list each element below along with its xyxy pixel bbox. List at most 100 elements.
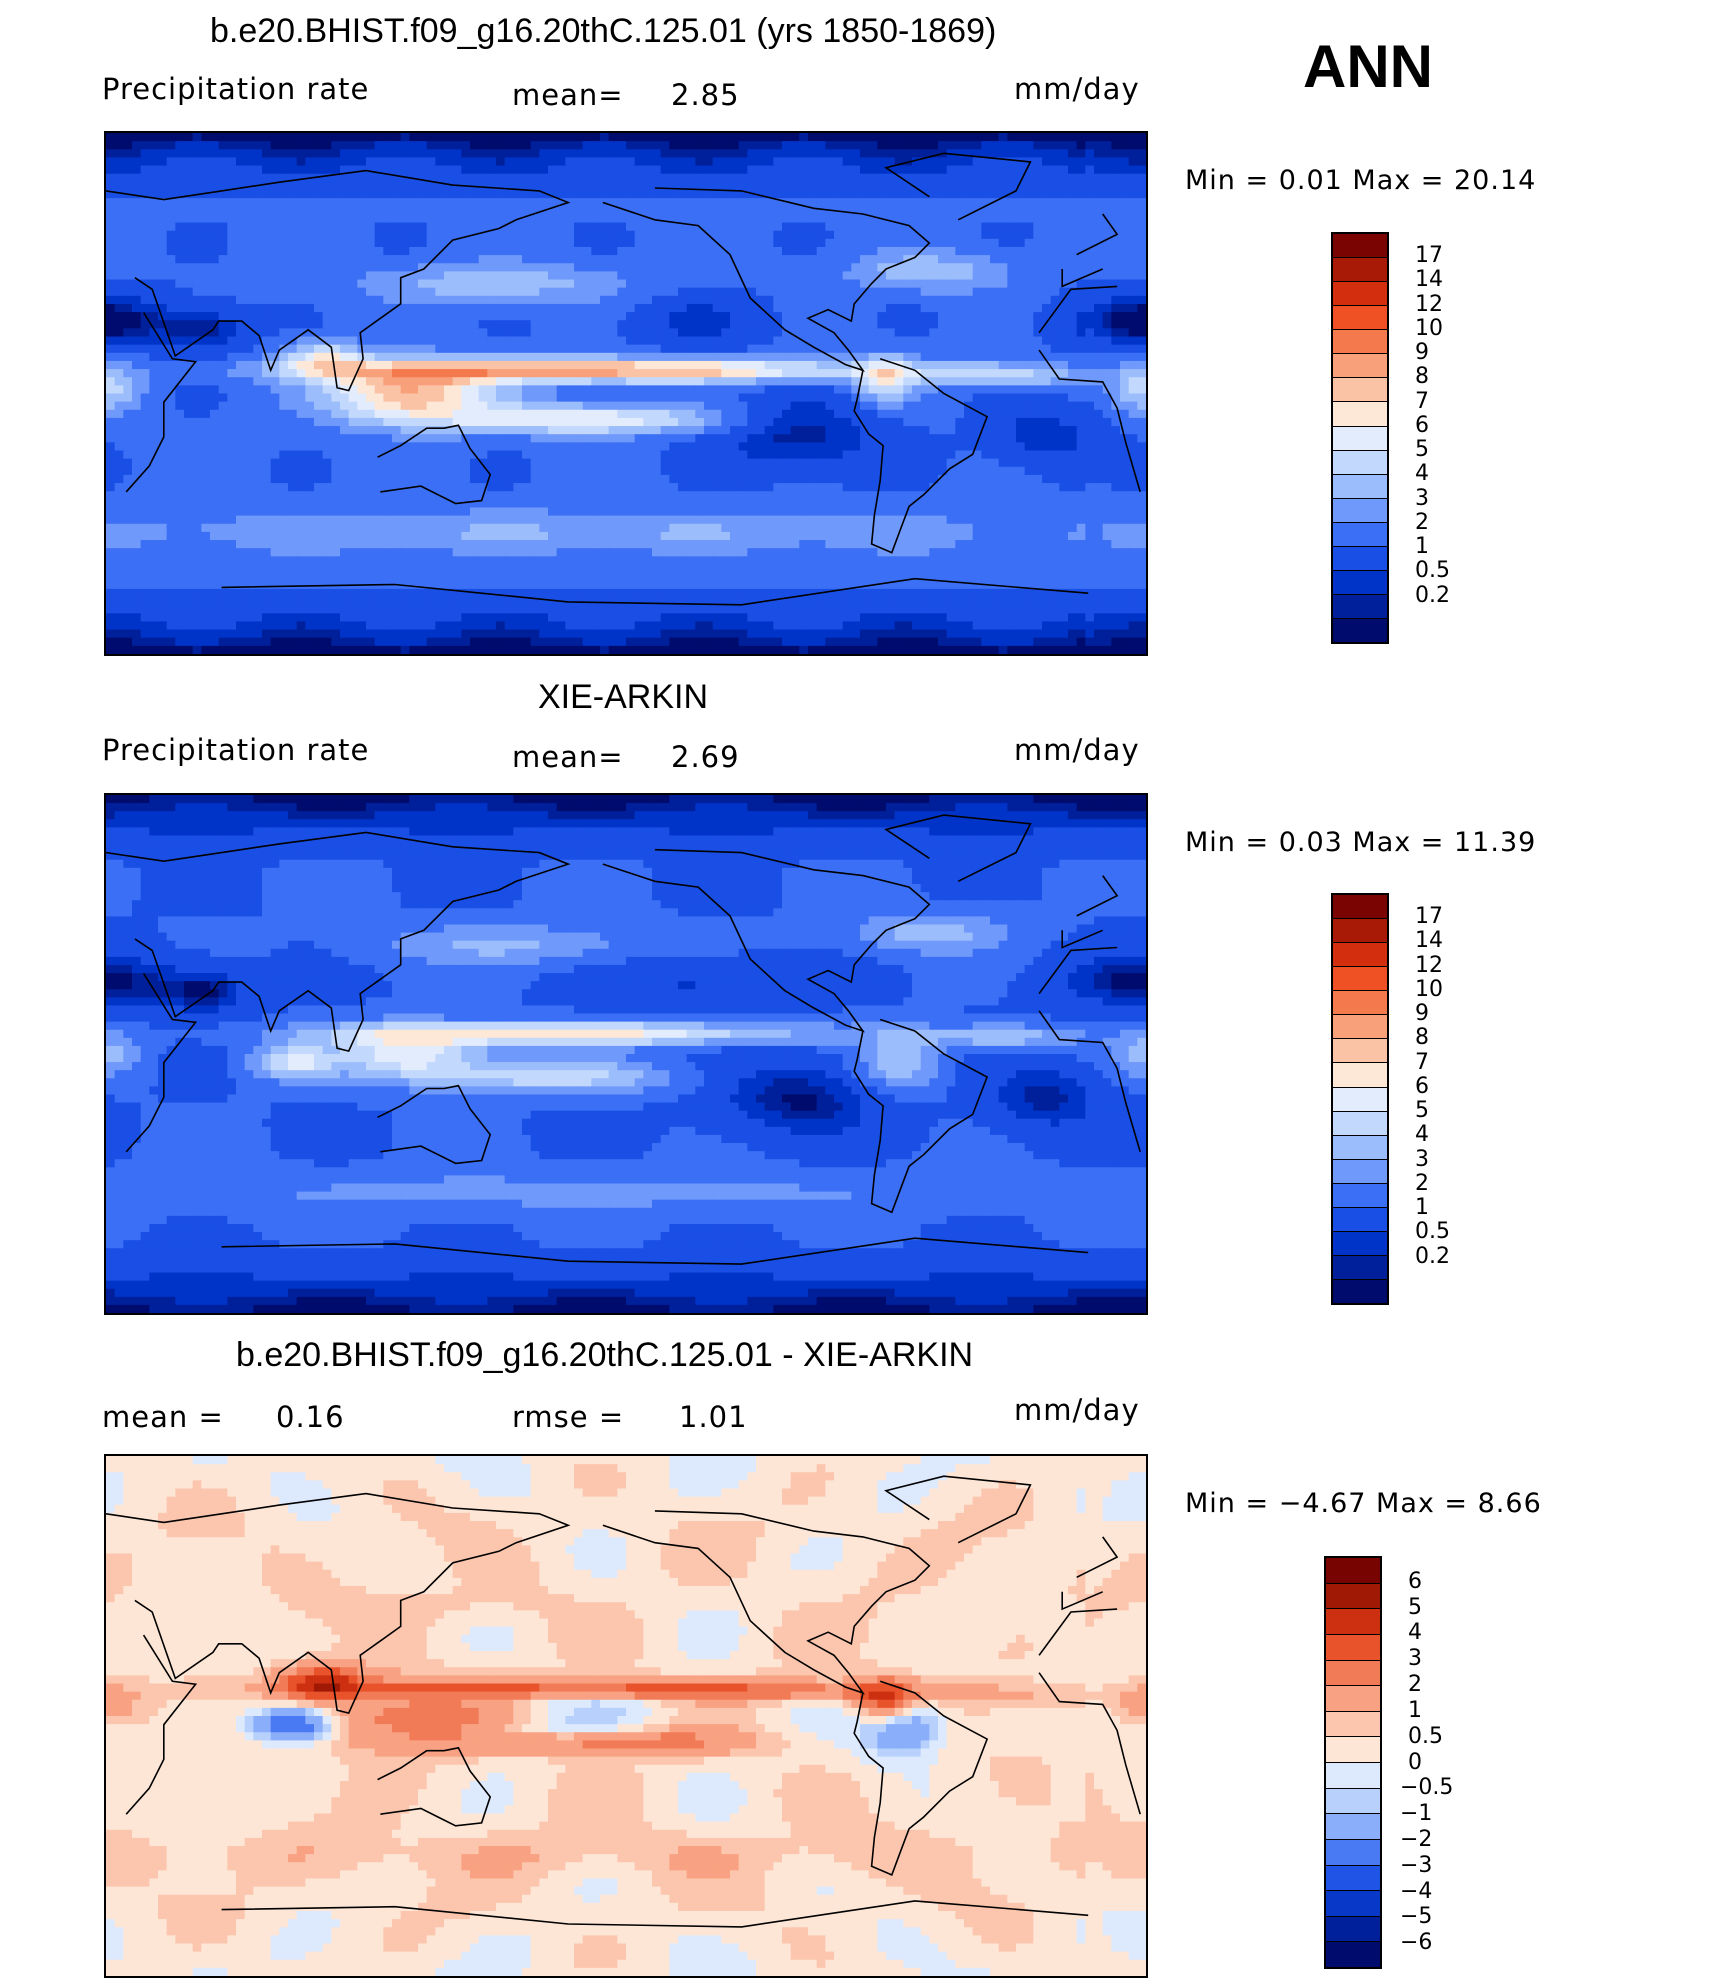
- field-cell: [496, 165, 506, 175]
- field-cell: [756, 442, 766, 452]
- field-cell: [1094, 230, 1104, 240]
- field-cell: [1007, 458, 1017, 468]
- field-cell: [660, 295, 670, 305]
- field-cell: [756, 434, 766, 443]
- field-cell: [738, 271, 748, 281]
- field-cell: [149, 165, 159, 175]
- field-cell: [608, 246, 618, 256]
- field-cell: [1094, 312, 1104, 321]
- field-cell: [738, 255, 748, 264]
- field-cell: [972, 198, 982, 207]
- field-cell: [868, 263, 878, 272]
- field-cell: [964, 409, 974, 419]
- field-cell: [400, 287, 410, 297]
- field-cell: [686, 206, 696, 216]
- field-cell: [730, 458, 740, 468]
- field-cell: [444, 214, 454, 224]
- field-cell: [1102, 458, 1112, 468]
- field-cell: [383, 198, 393, 207]
- field-cell: [643, 369, 653, 378]
- field-cell: [964, 271, 974, 281]
- field-cell: [574, 222, 584, 232]
- field-cell: [530, 312, 540, 321]
- field-cell: [972, 385, 982, 395]
- field-cell: [210, 426, 220, 435]
- field-cell: [201, 198, 211, 207]
- field-cell: [565, 157, 575, 167]
- field-cell: [435, 352, 445, 362]
- field-cell: [868, 206, 878, 216]
- field-cell: [452, 344, 462, 354]
- field-cell: [357, 417, 367, 427]
- field-cell: [1007, 246, 1017, 256]
- field-cell: [643, 417, 653, 427]
- field-cell: [539, 255, 549, 264]
- field-cell: [1102, 173, 1112, 183]
- field-cell: [556, 141, 566, 150]
- field-cell: [1102, 157, 1112, 167]
- field-cell: [990, 393, 1000, 403]
- field-cell: [860, 360, 870, 370]
- field-cell: [288, 263, 298, 272]
- field-cell: [400, 458, 410, 468]
- field-cell: [626, 141, 636, 150]
- field-cell: [435, 279, 445, 289]
- field-cell: [366, 141, 376, 150]
- field-cell: [184, 222, 194, 232]
- field-cell: [591, 149, 601, 159]
- field-cell: [834, 442, 844, 452]
- field-cell: [695, 360, 705, 370]
- field-cell: [227, 344, 237, 354]
- field-cell: [678, 409, 688, 419]
- field-cell: [634, 442, 644, 452]
- field-cell: [582, 352, 592, 362]
- field-cell: [938, 238, 948, 248]
- field-cell: [166, 328, 176, 338]
- field-cell: [712, 263, 722, 272]
- field-cell: [426, 393, 436, 403]
- field-cell: [669, 336, 679, 346]
- field-cell: [1042, 214, 1052, 224]
- field-cell: [1085, 198, 1095, 207]
- field-cell: [964, 263, 974, 272]
- field-cell: [565, 271, 575, 281]
- field-cell: [218, 230, 228, 240]
- field-cell: [106, 328, 116, 338]
- field-cell: [487, 149, 497, 159]
- field-cell: [461, 426, 471, 435]
- field-cell: [1102, 328, 1112, 338]
- field-cell: [400, 312, 410, 321]
- field-cell: [374, 409, 384, 419]
- field-cell: [808, 238, 818, 248]
- field-cell: [184, 360, 194, 370]
- field-cell: [270, 222, 280, 232]
- field-cell: [539, 426, 549, 435]
- field-cell: [660, 377, 670, 386]
- field-cell: [374, 181, 384, 191]
- field-cell: [981, 385, 991, 395]
- field-cell: [253, 377, 263, 386]
- field-cell: [1120, 320, 1130, 329]
- field-cell: [1137, 369, 1146, 378]
- field-cell: [175, 303, 185, 313]
- field-cell: [764, 230, 774, 240]
- field-cell: [912, 393, 922, 403]
- field-cell: [860, 295, 870, 305]
- field-cell: [877, 336, 887, 346]
- field-cell: [704, 385, 714, 395]
- field-cell: [972, 279, 982, 289]
- field-cell: [652, 320, 662, 329]
- field-cell: [686, 344, 696, 354]
- field-cell: [123, 466, 133, 476]
- field-cell: [660, 369, 670, 378]
- field-cell: [478, 173, 488, 183]
- field-cell: [296, 328, 306, 338]
- field-cell: [279, 246, 289, 256]
- field-cell: [712, 417, 722, 427]
- field-cell: [132, 336, 142, 346]
- field-cell: [149, 385, 159, 395]
- field-cell: [149, 328, 159, 338]
- field-cell: [140, 198, 150, 207]
- field-cell: [972, 189, 982, 199]
- field-cell: [487, 263, 497, 272]
